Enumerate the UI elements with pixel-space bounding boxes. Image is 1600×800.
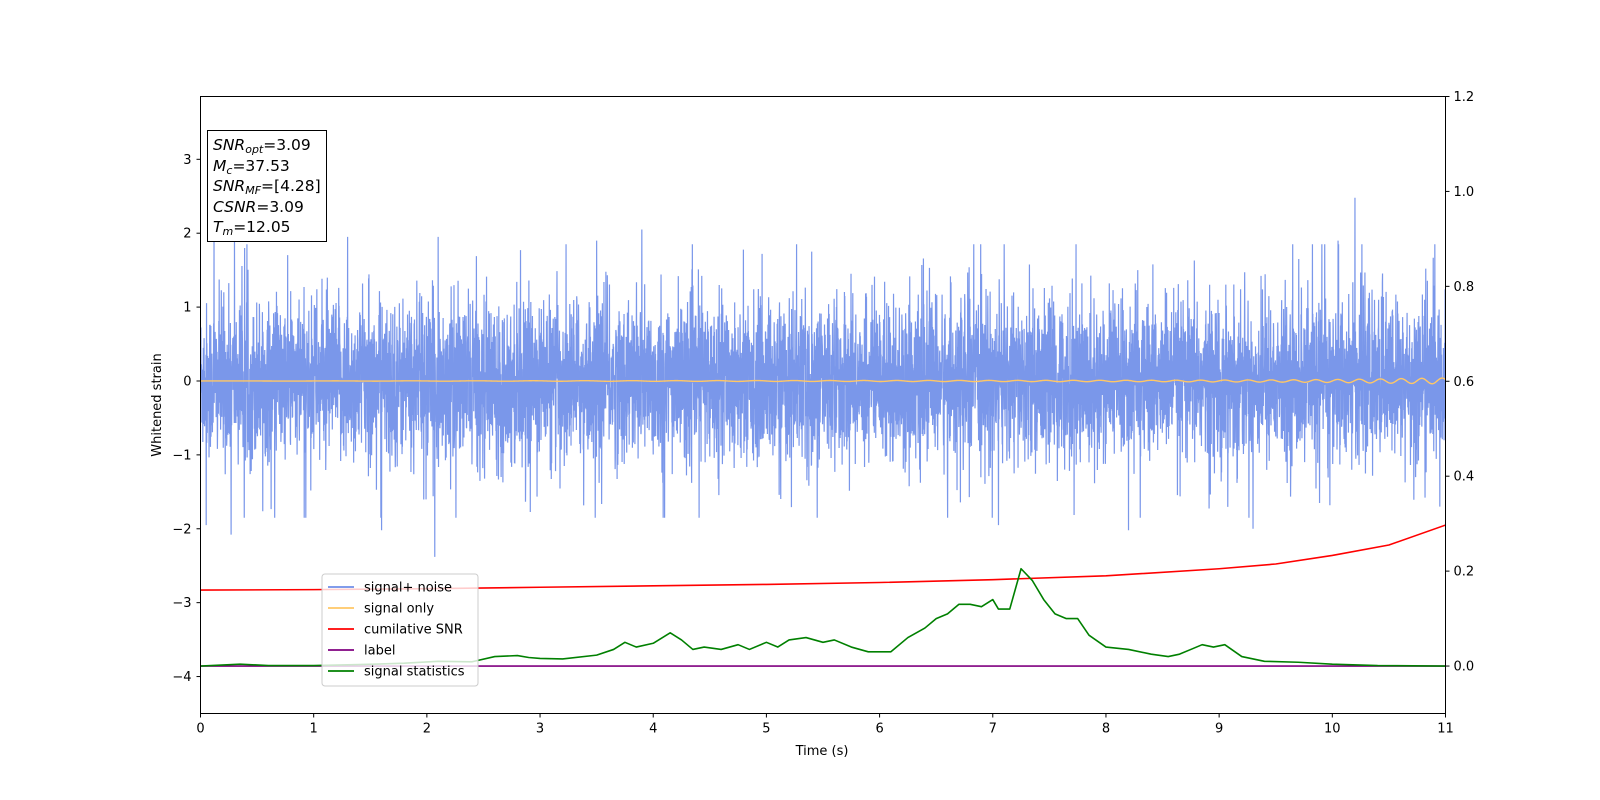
legend-label: cumilative SNR [364,623,463,638]
legend-label: label [364,644,395,659]
x-tick-label: 10 [1324,722,1341,737]
x-tick-label: 3 [536,722,544,737]
x-tick-label: 11 [1437,722,1454,737]
annotation-row-snr-mf: SNRMF=[4.28] [213,177,321,197]
snr-annotation-box: SNRopt=3.09 Mc=37.53 SNRMF=[4.28] CSNR=3… [207,130,327,242]
y-tick-label-left: 1 [183,301,191,316]
y-tick-label-right: 1.2 [1454,90,1475,105]
x-tick-label: 8 [1102,722,1110,737]
legend-item: signal+ noise [328,581,452,596]
y-tick-label-right: 0.4 [1454,470,1475,485]
legend: signal+ noise signal only cumilative SNR la… [321,573,479,687]
y-tick-label-right: 0.8 [1454,280,1475,295]
annotation-row-snr-opt: SNRopt=3.09 [213,136,311,156]
y-tick-label-right: 0.6 [1454,375,1475,390]
y-tick-label-left: −1 [172,448,191,463]
legend-label: signal only [364,602,434,617]
plot-frame [200,96,1446,714]
y-axis-label: Whitened strain [150,353,165,456]
legend-box [321,573,479,687]
x-tick-label: 7 [989,722,997,737]
series-signal-statistics [200,567,1446,667]
y-tick-label-right: 0.0 [1454,660,1475,675]
x-tick-label: 2 [423,722,431,737]
y-axis-left: −4 −3 −2 −1 0 1 2 3 [172,153,201,685]
series-signal-only [200,377,1446,385]
series-signal-noise [200,197,1446,557]
legend-item: label [328,644,395,659]
y-tick-label-left: 0 [183,374,191,389]
x-axis: 0 1 2 3 4 5 6 7 8 9 10 11 [196,713,1454,737]
x-tick-label: 6 [875,722,883,737]
legend-item: cumilative SNR [328,623,463,638]
legend-label: signal statistics [364,665,465,680]
legend-label: signal+ noise [364,581,452,596]
legend-item: signal statistics [328,665,465,680]
x-tick-label: 0 [196,722,204,737]
y-axis-right: 0.0 0.2 0.4 0.6 0.8 1.0 1.2 [1445,90,1475,675]
annotation-row-csnr: CSNR=3.09 [213,197,304,216]
legend-item: signal only [328,602,434,617]
x-axis-label: Time (s) [795,744,849,759]
y-tick-label-left: 2 [183,227,191,242]
annotation-row-tm: Tm=12.05 [213,218,291,238]
x-tick-label: 9 [1215,722,1223,737]
x-tick-label: 1 [310,722,318,737]
annotation-row-chirp-mass: Mc=37.53 [213,156,290,177]
y-tick-label-left: −4 [172,670,191,685]
y-tick-label-left: −3 [172,596,191,611]
y-tick-label-left: −2 [172,522,191,537]
y-tick-label-right: 0.2 [1454,565,1475,580]
x-tick-label: 5 [762,722,770,737]
y-tick-label-left: 3 [183,153,191,168]
x-tick-label: 4 [649,722,657,737]
y-tick-label-right: 1.0 [1454,185,1475,200]
